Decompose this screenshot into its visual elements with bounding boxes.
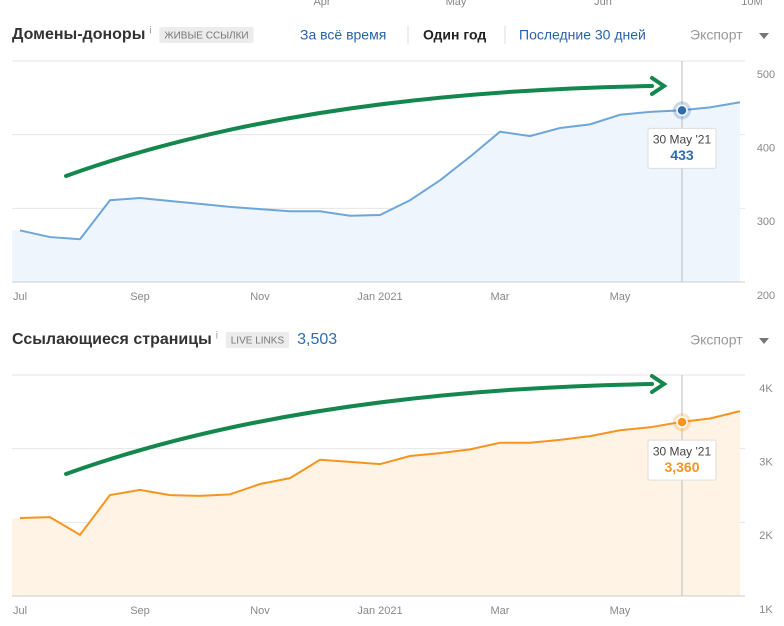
x-tick-label: Jan 2021 <box>357 291 402 303</box>
x-tick-label: Nov <box>250 291 270 303</box>
x-tick-label: May <box>610 291 631 303</box>
dropdown-caret <box>759 338 769 344</box>
hover-point <box>676 104 688 117</box>
top-axis-label: May <box>446 0 467 8</box>
x-tick-label: Jan 2021 <box>357 605 402 617</box>
range-tab[interactable]: Один год <box>423 27 486 43</box>
arrow-head <box>650 374 668 394</box>
y-tick-label: 200 <box>757 290 775 302</box>
badge: LIVE LINKS <box>231 336 285 347</box>
chart-title: Домены-доноры <box>12 26 145 43</box>
y-tick-label: 400 <box>757 143 775 155</box>
tooltip-value: 433 <box>670 147 694 163</box>
range-tab[interactable]: За всё время <box>300 27 386 43</box>
series-line <box>19 410 741 537</box>
badge: ЖИВЫЕ ССЫЛКИ <box>164 31 248 42</box>
x-tick-label: Sep <box>130 291 150 303</box>
x-tick-label: Jul <box>13 605 27 617</box>
total: 3,503 <box>297 331 337 348</box>
x-tick-label: Mar <box>491 291 510 303</box>
y-tick-label: 2K <box>759 530 773 542</box>
y-tick-label: 3K <box>759 457 773 469</box>
tooltip-value: 3,360 <box>664 459 699 475</box>
range-tab[interactable]: Последние 30 дней <box>519 27 646 43</box>
arrow-head <box>650 76 668 96</box>
export-button[interactable]: Экспорт <box>690 332 743 348</box>
badge-bg <box>159 27 254 43</box>
trend-arrow <box>64 84 654 178</box>
y-tick-label: 300 <box>757 216 775 228</box>
chart-title: Ссылающиеся страницы <box>12 331 212 348</box>
y-tick-label: 500 <box>757 69 775 81</box>
info-icon: i <box>149 26 151 37</box>
y-tick-label: 1K <box>759 604 773 616</box>
arrows <box>64 76 668 476</box>
export-button[interactable]: Экспорт <box>690 27 743 43</box>
top-axis-label: Apr <box>313 0 330 8</box>
tooltip-box <box>647 439 717 481</box>
series-line <box>19 101 741 241</box>
y-tick-label: 4K <box>759 383 773 395</box>
hover-point <box>676 416 688 428</box>
badge-bg <box>225 332 290 348</box>
tooltip-date: 30 May '21 <box>653 444 712 458</box>
trend-arrow <box>64 382 654 476</box>
dropdown-caret <box>759 33 769 39</box>
tooltip-date: 30 May '21 <box>653 133 712 147</box>
x-tick-label: Jul <box>13 291 27 303</box>
x-tick-label: Mar <box>491 605 510 617</box>
top-axis-label: 10M <box>741 0 762 8</box>
top-axis-label: Jun <box>594 0 612 8</box>
info-icon: i <box>216 331 218 342</box>
x-tick-label: Sep <box>130 605 150 617</box>
tooltip-box <box>647 127 717 169</box>
x-tick-label: May <box>610 605 631 617</box>
area-fill <box>12 411 740 596</box>
area-fill <box>12 102 740 283</box>
x-tick-label: Nov <box>250 605 270 617</box>
